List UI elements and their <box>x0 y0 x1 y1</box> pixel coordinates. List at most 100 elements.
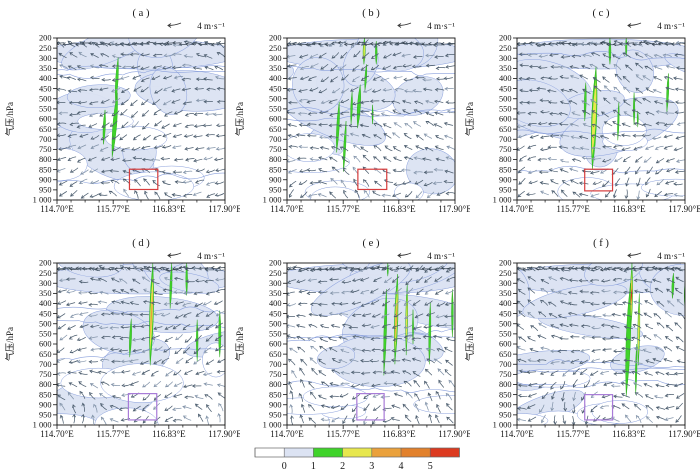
wind-vector <box>57 358 65 363</box>
colorbar-segment <box>313 448 343 457</box>
wind-vector <box>651 136 662 140</box>
x-tick-label: 116.83°E <box>382 204 416 214</box>
wind-vector <box>676 122 685 126</box>
y-tick-label: 350 <box>499 289 512 298</box>
wind-vector <box>120 75 130 80</box>
shade-patch <box>82 309 155 355</box>
wind-vector <box>402 64 412 68</box>
wind-vector <box>128 312 139 317</box>
wind-vector <box>435 157 445 162</box>
wind-vector <box>193 124 204 128</box>
wind-vector <box>624 166 631 175</box>
shade-hole <box>413 395 455 414</box>
wind-vector <box>349 268 360 272</box>
wind-vector <box>192 267 202 271</box>
wind-vector <box>664 41 674 46</box>
panel-title: ( b ) <box>362 8 380 19</box>
wind-vector <box>675 66 685 70</box>
reference-vector-arrow-icon <box>167 22 182 28</box>
wind-vector <box>171 193 181 197</box>
wind-vector <box>174 347 182 355</box>
wind-vector <box>656 301 665 307</box>
y-tick-label: 950 <box>269 186 282 195</box>
wind-vector <box>593 85 602 92</box>
y-tick-label: 300 <box>39 279 52 288</box>
wind-vector <box>444 302 455 306</box>
wind-vector <box>414 75 425 80</box>
wind-vector <box>130 99 138 107</box>
wind-vector <box>216 100 225 104</box>
wind-vector <box>192 66 203 70</box>
wind-vector <box>133 86 142 92</box>
wind-vector <box>623 111 632 117</box>
wind-vector <box>403 299 412 306</box>
wind-vector <box>550 179 559 185</box>
wind-vector <box>644 394 654 400</box>
wind-vector <box>623 268 633 273</box>
plot-field <box>57 263 225 425</box>
wind-vector <box>319 324 330 329</box>
wind-vector <box>642 75 651 81</box>
wind-vector <box>361 323 372 328</box>
wind-vector <box>319 345 328 352</box>
wind-vector <box>551 390 556 400</box>
wind-vector <box>341 290 351 295</box>
wind-vector <box>613 302 623 306</box>
wind-vector <box>57 347 65 353</box>
wind-vector <box>643 312 652 318</box>
shaded-region <box>608 38 612 65</box>
wind-vector <box>67 134 77 138</box>
wind-vector <box>380 77 390 82</box>
wind-vector <box>548 168 558 173</box>
wind-vector <box>624 414 632 423</box>
wind-vector <box>393 392 403 397</box>
wind-vector <box>369 288 379 294</box>
wind-vector <box>372 405 381 411</box>
wind-vector <box>381 300 390 307</box>
wind-vector <box>391 276 400 283</box>
y-tick-label: 900 <box>499 400 512 409</box>
wind-vector <box>372 370 383 375</box>
wind-vector <box>675 402 683 410</box>
wind-vector <box>79 133 89 138</box>
wind-vector <box>567 301 578 306</box>
wind-vector <box>415 145 424 150</box>
wind-vector <box>414 392 420 402</box>
wind-vector <box>215 311 225 317</box>
wind-vector <box>415 414 420 425</box>
wind-vector <box>89 392 96 400</box>
wind-vector <box>361 336 372 340</box>
wind-vector <box>611 266 621 271</box>
wind-vector <box>563 402 567 412</box>
wind-vector <box>348 325 358 330</box>
wind-vector <box>349 86 359 92</box>
wind-vector <box>183 40 194 44</box>
wind-vector <box>631 109 641 115</box>
x-tick-label: 116.83°E <box>612 429 646 439</box>
wind-vector <box>307 112 318 116</box>
y-tick-label: 400 <box>39 74 52 83</box>
wind-vector <box>655 415 666 420</box>
wind-vector <box>350 370 361 375</box>
wind-vector <box>175 357 184 364</box>
wind-vector <box>132 75 142 80</box>
wind-vector <box>161 145 172 149</box>
x-tick-label: 114.70°E <box>40 429 74 439</box>
wind-vector <box>631 370 641 375</box>
wind-vector <box>89 193 99 198</box>
wind-vector <box>359 123 369 128</box>
x-tick-label: 114.70°E <box>40 204 74 214</box>
wind-vector <box>425 99 435 104</box>
y-tick-label: 1 000 <box>263 421 282 430</box>
wind-vector <box>59 75 69 79</box>
wind-vector <box>424 380 430 389</box>
wind-vector <box>182 324 191 331</box>
wind-vector <box>412 89 422 93</box>
wind-vector <box>526 76 536 81</box>
y-tick-label: 1 000 <box>33 196 52 205</box>
wind-vector <box>539 299 548 306</box>
wind-vector <box>111 359 121 364</box>
wind-vector <box>571 158 582 162</box>
wind-vector <box>317 267 327 271</box>
wind-vector <box>76 77 87 82</box>
